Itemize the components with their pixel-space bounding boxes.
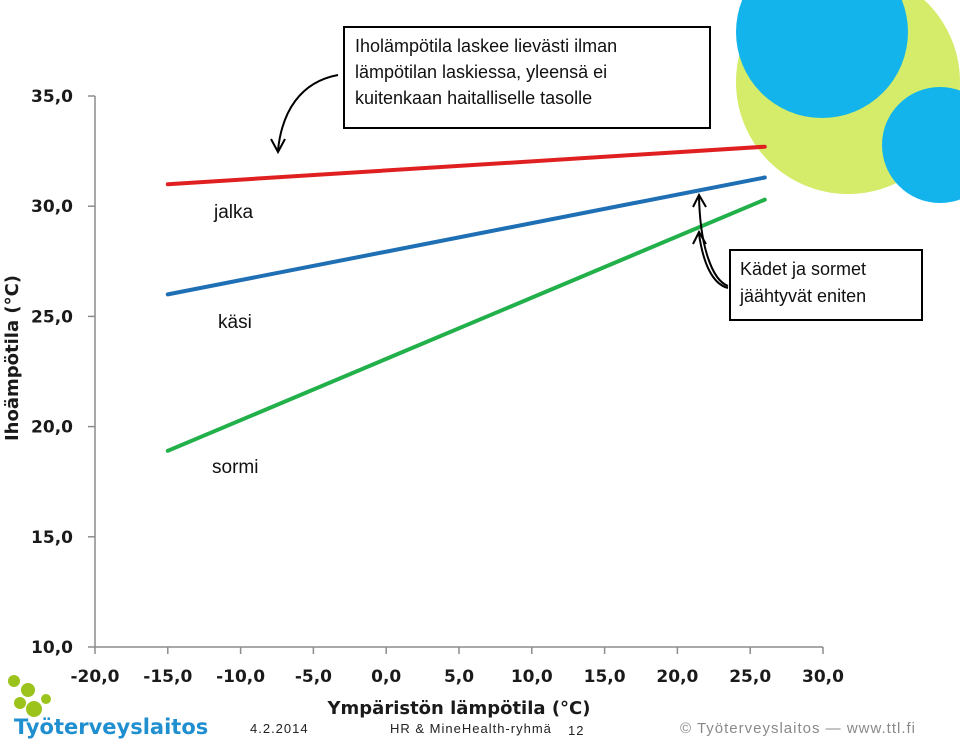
x-tick-label: -10,0 bbox=[216, 667, 265, 687]
decorative-circles bbox=[736, 0, 960, 203]
series-label-kasi: käsi bbox=[218, 312, 252, 333]
x-tick-label: -5,0 bbox=[295, 667, 332, 687]
axes bbox=[94, 96, 823, 648]
x-tick-label: 15,0 bbox=[584, 667, 626, 687]
annotation-right-arrow-lower bbox=[698, 233, 729, 289]
series-label-jalka: jalka bbox=[213, 202, 254, 223]
x-tick-label: -15,0 bbox=[143, 667, 192, 687]
decor-circle-cyan-large bbox=[736, 0, 908, 118]
series-line-sormi bbox=[165, 197, 767, 453]
x-axis-title: Ympäristön lämpötila (°C) bbox=[327, 698, 591, 719]
series-label-sormi: sormi bbox=[212, 457, 258, 478]
annotation-right-line1: Kädet ja sormet bbox=[740, 259, 866, 279]
x-tick-label: 10,0 bbox=[511, 667, 553, 687]
series-line-jalka bbox=[165, 144, 767, 187]
annotation-top-arrow bbox=[277, 74, 339, 151]
footer: Työterveyslaitos 4.2.2014 HR & MineHealt… bbox=[8, 675, 916, 739]
footer-page-number: 12 bbox=[568, 723, 584, 738]
x-tick-label: 25,0 bbox=[729, 667, 771, 687]
y-axis-title: Ihoämpötila (°C) bbox=[2, 275, 23, 441]
x-tick-label: 30,0 bbox=[802, 667, 844, 687]
y-tick-label: 30,0 bbox=[31, 197, 73, 217]
y-ticks: 10,0 15,0 20,0 25,0 30,0 35,0 bbox=[31, 87, 95, 658]
annotation-top: Iholämpötila laskee lievästi ilman lämpö… bbox=[270, 26, 711, 155]
x-tick-label: 20,0 bbox=[656, 667, 698, 687]
y-tick-label: 15,0 bbox=[31, 528, 73, 548]
logo-icon bbox=[8, 675, 51, 717]
x-tick-label: 5,0 bbox=[444, 667, 474, 687]
footer-group: HR & MineHealth-ryhmä bbox=[390, 721, 552, 736]
y-tick-label: 35,0 bbox=[31, 87, 73, 107]
y-tick-label: 20,0 bbox=[31, 418, 73, 438]
annotation-right: Kädet ja sormet jäähtyvät eniten bbox=[692, 192, 923, 321]
logo-wordmark: Työterveyslaitos bbox=[14, 715, 208, 739]
annotation-top-line1: Iholämpötila laskee lievästi ilman bbox=[355, 36, 617, 56]
annotation-right-line2: jäähtyvät eniten bbox=[739, 286, 866, 306]
annotation-top-arrowhead bbox=[270, 138, 286, 155]
decor-circle-cyan-small bbox=[882, 87, 960, 203]
y-tick-label: 25,0 bbox=[31, 307, 73, 327]
footer-copyright: © Työterveyslaitos — www.ttl.fi bbox=[680, 720, 916, 737]
annotation-right-arrowhead-upper bbox=[692, 192, 707, 208]
annotation-right-box bbox=[729, 249, 923, 321]
annotation-right-arrowhead-lower bbox=[692, 229, 707, 245]
x-tick-label: -20,0 bbox=[71, 667, 120, 687]
series-line-käsi bbox=[165, 175, 767, 297]
x-ticks: -20,0 -15,0 -10,0 -5,0 0,0 5,0 10,0 15,0 20,0 25,… bbox=[71, 647, 844, 687]
annotation-top-line3: kuitenkaan haitalliselle tasolle bbox=[355, 88, 592, 108]
annotation-right-arrow-upper bbox=[698, 195, 729, 287]
x-tick-label: 0,0 bbox=[371, 667, 401, 687]
y-tick-label: 10,0 bbox=[31, 638, 73, 658]
annotation-top-box bbox=[343, 26, 711, 129]
annotation-top-line2: lämpötilan laskiessa, yleensä ei bbox=[355, 62, 607, 82]
footer-date: 4.2.2014 bbox=[250, 721, 309, 736]
series-lines bbox=[165, 144, 767, 453]
